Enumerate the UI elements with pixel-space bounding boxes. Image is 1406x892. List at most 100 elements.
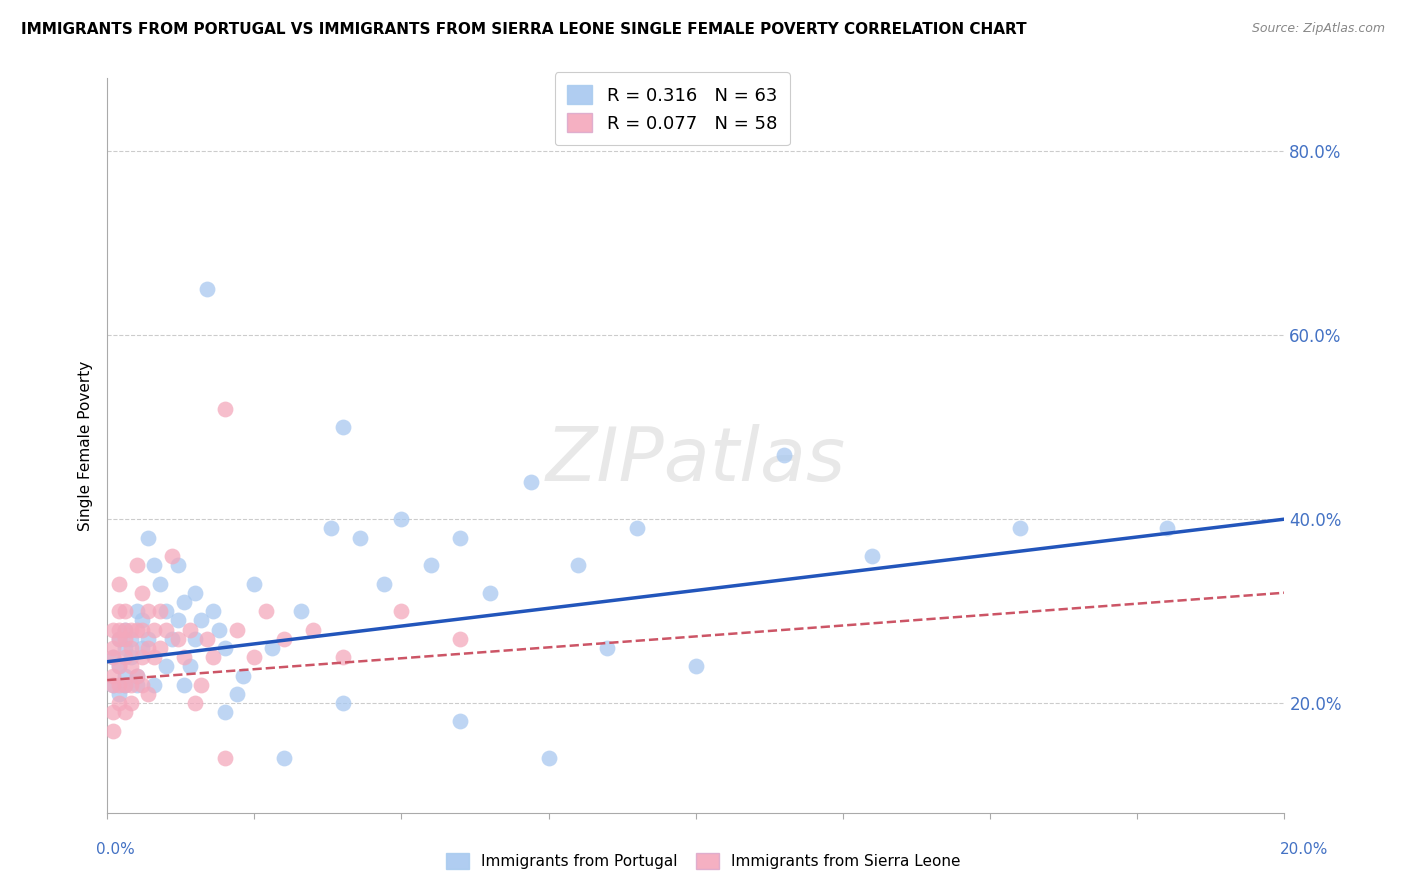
Point bbox=[419, 558, 441, 573]
Point bbox=[120, 623, 142, 637]
Point bbox=[108, 659, 131, 673]
Point bbox=[149, 604, 172, 618]
Point bbox=[184, 696, 207, 710]
Point bbox=[260, 640, 283, 655]
Point bbox=[860, 549, 883, 563]
Point bbox=[160, 632, 183, 646]
Point bbox=[302, 623, 325, 637]
Point bbox=[125, 604, 148, 618]
Point bbox=[114, 706, 136, 720]
Point bbox=[179, 623, 201, 637]
Point bbox=[125, 623, 148, 637]
Point bbox=[131, 623, 153, 637]
Point bbox=[143, 650, 166, 665]
Point bbox=[166, 613, 188, 627]
Point bbox=[195, 282, 218, 296]
Point bbox=[202, 650, 225, 665]
Point bbox=[166, 558, 188, 573]
Point bbox=[190, 613, 212, 627]
Point bbox=[120, 632, 142, 646]
Point bbox=[108, 632, 131, 646]
Point bbox=[373, 576, 395, 591]
Point bbox=[349, 531, 371, 545]
Point bbox=[773, 448, 796, 462]
Y-axis label: Single Female Poverty: Single Female Poverty bbox=[79, 360, 93, 531]
Point bbox=[332, 650, 354, 665]
Point bbox=[195, 632, 218, 646]
Point bbox=[449, 531, 471, 545]
Point bbox=[131, 650, 153, 665]
Point bbox=[596, 640, 619, 655]
Point bbox=[114, 632, 136, 646]
Point bbox=[101, 723, 124, 738]
Point bbox=[184, 585, 207, 599]
Text: 0.0%: 0.0% bbox=[96, 842, 135, 856]
Point bbox=[1008, 521, 1031, 535]
Point bbox=[567, 558, 589, 573]
Point bbox=[179, 659, 201, 673]
Point bbox=[138, 687, 160, 701]
Point bbox=[391, 512, 413, 526]
Point bbox=[160, 549, 183, 563]
Point bbox=[125, 678, 148, 692]
Point bbox=[232, 668, 254, 682]
Point bbox=[273, 632, 295, 646]
Point bbox=[173, 678, 195, 692]
Point bbox=[108, 576, 131, 591]
Point bbox=[131, 678, 153, 692]
Point bbox=[391, 604, 413, 618]
Point bbox=[120, 640, 142, 655]
Point bbox=[626, 521, 648, 535]
Text: Source: ZipAtlas.com: Source: ZipAtlas.com bbox=[1251, 22, 1385, 36]
Point bbox=[208, 623, 231, 637]
Point bbox=[214, 751, 236, 765]
Point bbox=[143, 623, 166, 637]
Point bbox=[290, 604, 312, 618]
Point bbox=[114, 650, 136, 665]
Point bbox=[114, 678, 136, 692]
Point bbox=[108, 632, 131, 646]
Point bbox=[120, 650, 142, 665]
Point bbox=[114, 623, 136, 637]
Point bbox=[138, 531, 160, 545]
Point bbox=[214, 401, 236, 416]
Point bbox=[114, 640, 136, 655]
Point bbox=[143, 678, 166, 692]
Text: ZIPatlas: ZIPatlas bbox=[546, 425, 846, 496]
Point bbox=[125, 558, 148, 573]
Point bbox=[449, 632, 471, 646]
Point bbox=[254, 604, 277, 618]
Point bbox=[190, 678, 212, 692]
Point bbox=[125, 668, 148, 682]
Point bbox=[101, 640, 124, 655]
Point bbox=[108, 623, 131, 637]
Legend: Immigrants from Portugal, Immigrants from Sierra Leone: Immigrants from Portugal, Immigrants fro… bbox=[440, 847, 966, 875]
Point bbox=[173, 650, 195, 665]
Point bbox=[184, 632, 207, 646]
Point bbox=[101, 668, 124, 682]
Point bbox=[214, 640, 236, 655]
Point bbox=[108, 687, 131, 701]
Point bbox=[243, 576, 266, 591]
Point bbox=[131, 585, 153, 599]
Point bbox=[166, 632, 188, 646]
Point bbox=[149, 576, 172, 591]
Point bbox=[120, 678, 142, 692]
Point bbox=[120, 659, 142, 673]
Point bbox=[155, 623, 177, 637]
Point bbox=[138, 640, 160, 655]
Point bbox=[149, 640, 172, 655]
Point bbox=[138, 604, 160, 618]
Point bbox=[101, 706, 124, 720]
Point bbox=[125, 668, 148, 682]
Point bbox=[114, 678, 136, 692]
Point bbox=[101, 650, 124, 665]
Point bbox=[114, 604, 136, 618]
Legend: R = 0.316   N = 63, R = 0.077   N = 58: R = 0.316 N = 63, R = 0.077 N = 58 bbox=[554, 72, 790, 145]
Point bbox=[173, 595, 195, 609]
Point bbox=[108, 696, 131, 710]
Point bbox=[114, 623, 136, 637]
Point bbox=[1156, 521, 1178, 535]
Point bbox=[332, 420, 354, 434]
Point bbox=[243, 650, 266, 665]
